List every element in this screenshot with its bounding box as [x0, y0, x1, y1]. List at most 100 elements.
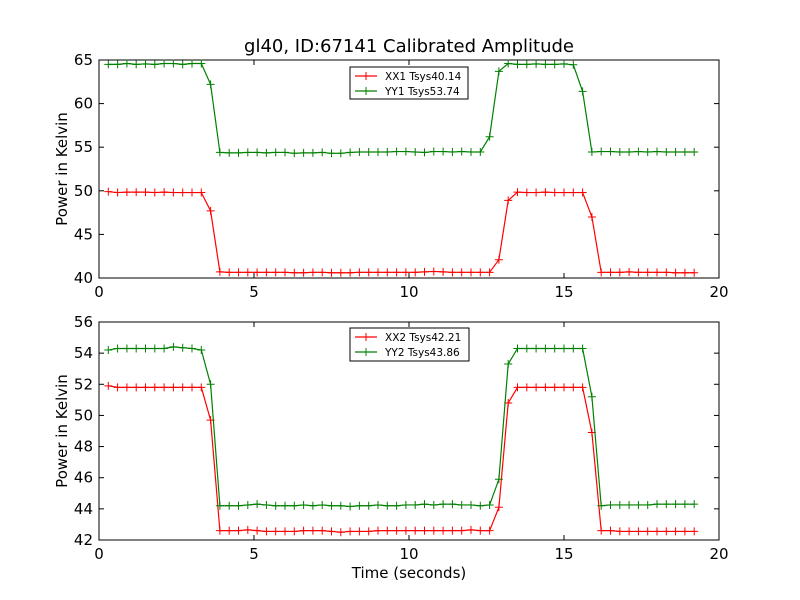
data-point-marker: [336, 528, 345, 537]
data-point-marker: [522, 344, 531, 353]
data-point-marker: [160, 383, 169, 392]
data-point-marker: [197, 188, 206, 197]
data-point-marker: [178, 343, 187, 352]
data-point-marker: [680, 268, 689, 277]
data-point-marker: [346, 502, 355, 511]
data-point-marker: [634, 268, 643, 277]
legend-label: XX2 Tsys42.21: [385, 332, 461, 344]
data-point-marker: [383, 268, 392, 277]
data-point-marker: [281, 501, 289, 510]
data-point-marker: [587, 392, 596, 401]
data-point-marker: [225, 501, 234, 510]
data-point-marker: [253, 148, 262, 157]
data-point-marker: [439, 147, 448, 156]
data-point-marker: [243, 500, 252, 509]
data-point-marker: [355, 501, 364, 510]
legend-box: [349, 327, 470, 362]
data-point-marker: [392, 501, 401, 510]
data-point-marker: [671, 527, 680, 536]
data-point-marker: [178, 188, 187, 197]
data-point-marker: [401, 526, 410, 535]
series-line: [108, 191, 695, 274]
data-point-marker: [262, 500, 271, 509]
data-point-marker: [615, 527, 624, 536]
data-point-marker: [327, 268, 336, 277]
data-point-marker: [160, 344, 169, 353]
data-point-marker: [513, 344, 522, 353]
legend-label: YY2 Tsys43.86: [384, 347, 460, 359]
data-point-marker: [188, 383, 196, 392]
data-point-marker: [671, 147, 680, 156]
data-point-marker: [653, 147, 661, 156]
data-point-marker: [392, 147, 401, 156]
data-point-marker: [346, 268, 355, 277]
data-point-marker: [104, 187, 113, 196]
data-point-marker: [532, 188, 541, 197]
y-tick-label: 60: [74, 95, 93, 113]
data-point-marker: [150, 383, 159, 392]
data-point-marker: [150, 188, 159, 197]
data-point-marker: [281, 527, 289, 536]
legend-box: [349, 66, 469, 100]
data-point-marker: [680, 147, 689, 156]
data-point-marker: [411, 147, 420, 156]
data-point-marker: [141, 59, 150, 68]
data-point-marker: [439, 526, 448, 535]
data-point-marker: [680, 527, 689, 536]
data-point-marker: [318, 526, 327, 535]
data-point-marker: [457, 500, 466, 509]
bottom-subplot: 0 5 10 15 20 42 44 46 48 50 52 54 56 Power in Kelvin X…: [53, 313, 729, 563]
data-point-marker: [383, 501, 392, 510]
data-point-marker: [541, 60, 550, 69]
y-tick-label: 40: [74, 269, 93, 287]
data-point-marker: [578, 344, 587, 353]
x-tick-label: 15: [554, 545, 573, 563]
data-point-marker: [606, 500, 615, 509]
data-point-marker: [541, 383, 550, 392]
data-point-marker: [476, 501, 485, 510]
data-point-marker: [569, 60, 578, 69]
data-point-marker: [122, 344, 131, 353]
y-axis-label: Power in Kelvin: [53, 112, 71, 226]
data-point-marker: [560, 188, 568, 197]
legend-marker: [362, 87, 370, 95]
data-point-marker: [643, 147, 652, 156]
data-point-marker: [243, 268, 252, 277]
data-point-marker: [448, 147, 457, 156]
data-point-marker: [625, 147, 634, 156]
data-point-marker: [550, 188, 559, 197]
y-tick-label: 54: [74, 344, 93, 362]
data-point-marker: [160, 188, 169, 197]
data-point-marker: [578, 87, 587, 96]
series-line: [108, 385, 695, 533]
data-point-marker: [225, 268, 234, 277]
data-point-marker: [597, 526, 606, 535]
data-point-marker: [615, 500, 624, 509]
data-point-marker: [411, 526, 420, 535]
data-point-marker: [188, 59, 196, 68]
data-point-marker: [234, 501, 243, 510]
data-point-marker: [308, 268, 317, 277]
data-point-marker: [104, 60, 113, 69]
legend-label: YY1 Tsys53.74: [384, 86, 460, 98]
x-tick-label: 10: [399, 283, 418, 301]
data-point-marker: [560, 383, 568, 392]
data-point-marker: [206, 80, 215, 89]
data-point-marker: [355, 147, 364, 156]
data-point-marker: [169, 188, 178, 197]
data-point-marker: [550, 60, 559, 69]
data-point-marker: [215, 501, 224, 510]
data-point-marker: [234, 268, 243, 277]
data-point-marker: [364, 147, 373, 156]
data-point-marker: [625, 500, 634, 509]
x-tick-label: 5: [249, 283, 259, 301]
data-point-marker: [169, 59, 178, 68]
data-point-marker: [587, 147, 596, 156]
data-point-marker: [104, 346, 113, 355]
data-point-marker: [290, 149, 299, 158]
data-point-marker: [597, 268, 606, 277]
data-point-marker: [653, 268, 661, 277]
data-point-marker: [578, 188, 587, 197]
data-point-marker: [513, 188, 522, 197]
data-point-marker: [494, 67, 503, 76]
